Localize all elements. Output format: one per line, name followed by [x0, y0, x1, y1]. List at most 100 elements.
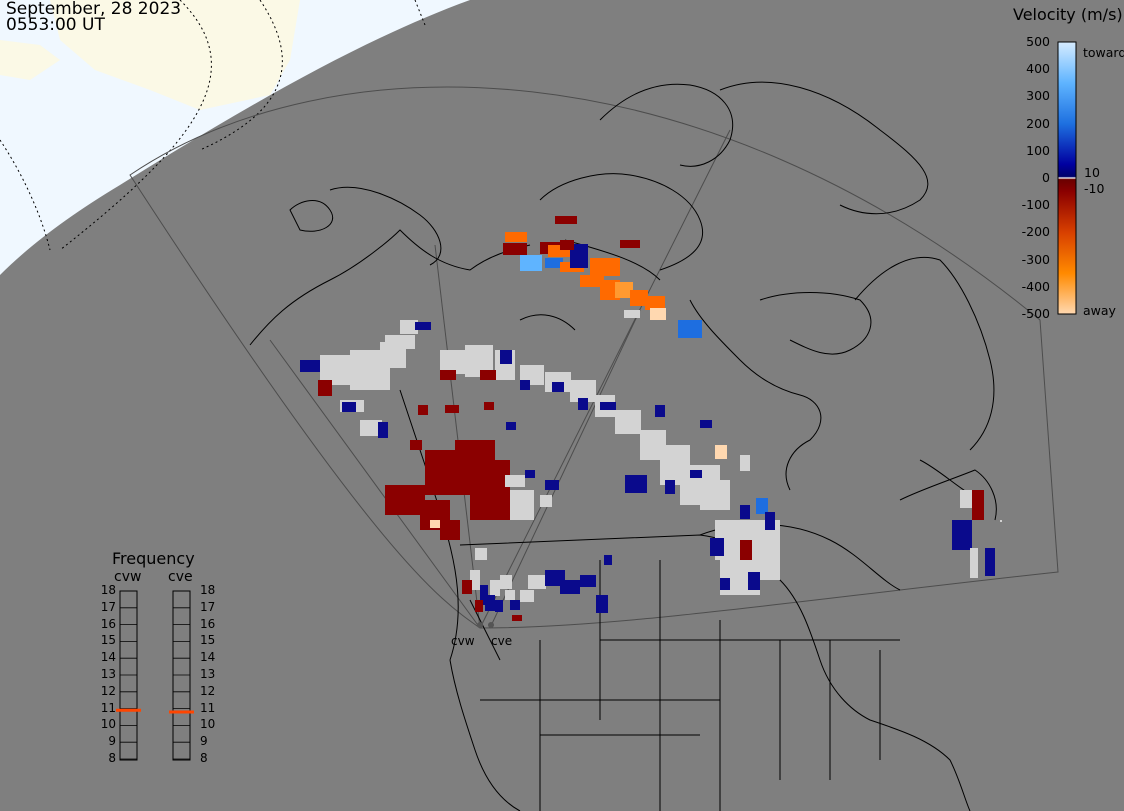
frequency-level-label: 11: [100, 700, 116, 715]
echo-cell: [505, 475, 525, 487]
echo-cell: [430, 520, 440, 528]
echo-cell: [756, 498, 768, 514]
echo-cell: [525, 470, 535, 478]
echo-cell: [360, 420, 382, 436]
echo-cell: [972, 490, 984, 520]
frequency-level-label: 15: [100, 633, 116, 648]
echo-cell: [378, 422, 388, 438]
echo-cell: [600, 402, 616, 410]
frequency-level-label: 12: [200, 683, 216, 698]
echo-cell: [560, 240, 574, 250]
frequency-level-label: 18: [100, 583, 116, 597]
frequency-radar-cve: cve: [168, 569, 193, 585]
echo-cell: [645, 296, 665, 310]
echo-cell: [500, 350, 512, 364]
colorbar-toward-label: toward: [1083, 45, 1124, 60]
echo-cell: [475, 548, 487, 560]
colorbar-tick-label: -200: [1021, 224, 1050, 240]
echo-cell: [615, 282, 633, 298]
radar-site-markers: [477, 622, 494, 628]
echo-cell: [748, 572, 760, 590]
echo-cell: [604, 555, 612, 565]
echo-cell: [985, 548, 995, 576]
time-label: 0553:00 UT: [6, 15, 105, 35]
echo-cell: [678, 320, 702, 338]
coastlines: [249, 81, 997, 811]
frequency-level-label: 9: [108, 734, 116, 749]
echo-cell: [545, 480, 559, 490]
colorbar-away-label: away: [1083, 303, 1116, 318]
radar-label-cve: cve: [491, 634, 513, 648]
echo-cell: [505, 232, 527, 242]
echo-cell: [665, 480, 675, 494]
echo-cell: [475, 600, 483, 612]
echo-cell: [615, 410, 641, 434]
frequency-level-label: 8: [108, 751, 116, 765]
colorbar-tick-label: 200: [1026, 115, 1050, 131]
echo-cell: [960, 490, 972, 508]
echo-cell: [765, 512, 775, 530]
colorbar-inner-label-negative: -10: [1084, 181, 1105, 196]
echo-cell: [625, 475, 647, 493]
echo-cell: [490, 580, 500, 596]
radar-label-cvw: cvw: [451, 634, 475, 648]
echo-cell: [590, 258, 620, 276]
echo-cell: [620, 240, 640, 248]
frequency-level-label: 8: [200, 751, 208, 765]
echo-cell: [510, 490, 534, 520]
echo-cell: [485, 595, 495, 611]
colorbar-tick-label: 500: [1026, 34, 1050, 49]
echo-cell: [580, 575, 596, 587]
frequency-title: Frequency: [112, 549, 195, 568]
echo-cell: [740, 540, 752, 560]
frequency-level-label: 13: [200, 667, 216, 681]
echo-cell: [540, 495, 552, 507]
colorbar-tick-label: -100: [1021, 197, 1050, 213]
echo-cell: [410, 440, 422, 450]
frequency-level-label: 14: [100, 650, 116, 665]
echo-cell: [555, 216, 577, 224]
echo-cell: [506, 422, 516, 430]
echo-cell: [1000, 520, 1002, 522]
echo-cell: [445, 405, 459, 413]
echo-cell: [418, 405, 428, 415]
colorbar-tick-label: 400: [1026, 61, 1050, 77]
echo-cell: [385, 335, 415, 349]
colorbar-tick-label: 300: [1026, 88, 1050, 104]
frequency-level-label: 16: [100, 616, 116, 631]
echo-cell: [520, 255, 542, 271]
echo-cell: [578, 398, 588, 410]
echo-cell: [510, 600, 520, 610]
echo-cell: [484, 402, 494, 410]
echo-cell: [552, 382, 564, 392]
velocity-echoes: [300, 216, 1002, 621]
echo-cell: [440, 370, 456, 380]
echo-cell: [462, 580, 472, 594]
echo-cell: [720, 578, 730, 590]
colorbar-tick-label: -500: [1021, 306, 1050, 321]
echo-cell: [415, 322, 431, 330]
frequency-level-label: 12: [100, 683, 116, 698]
echo-cell: [503, 243, 527, 255]
echo-cell: [512, 615, 522, 621]
echo-cell: [700, 480, 730, 510]
colorbar-tick-label: 0: [1042, 170, 1050, 185]
frequency-level-label: 15: [200, 633, 216, 648]
echo-cell: [500, 575, 512, 589]
velocity-colorbar: [1057, 41, 1077, 315]
echo-cell: [970, 548, 978, 578]
daylight-region: [0, 0, 470, 275]
echo-cell: [740, 455, 750, 471]
colorbar-inner-label-positive: 10: [1084, 165, 1100, 180]
echo-cell: [690, 470, 702, 478]
echo-cell: [700, 420, 712, 428]
echo-cell: [560, 580, 580, 594]
frequency-level-label: 18: [200, 583, 216, 597]
frequency-level-label: 13: [100, 667, 116, 681]
frequency-radar-cvw: cvw: [114, 569, 142, 585]
echo-cell: [655, 405, 665, 417]
colorbar-tick-label: -400: [1021, 278, 1050, 294]
date-label: September, 28 2023: [6, 0, 182, 19]
frequency-level-label: 17: [200, 599, 216, 614]
echo-cell: [528, 575, 546, 589]
